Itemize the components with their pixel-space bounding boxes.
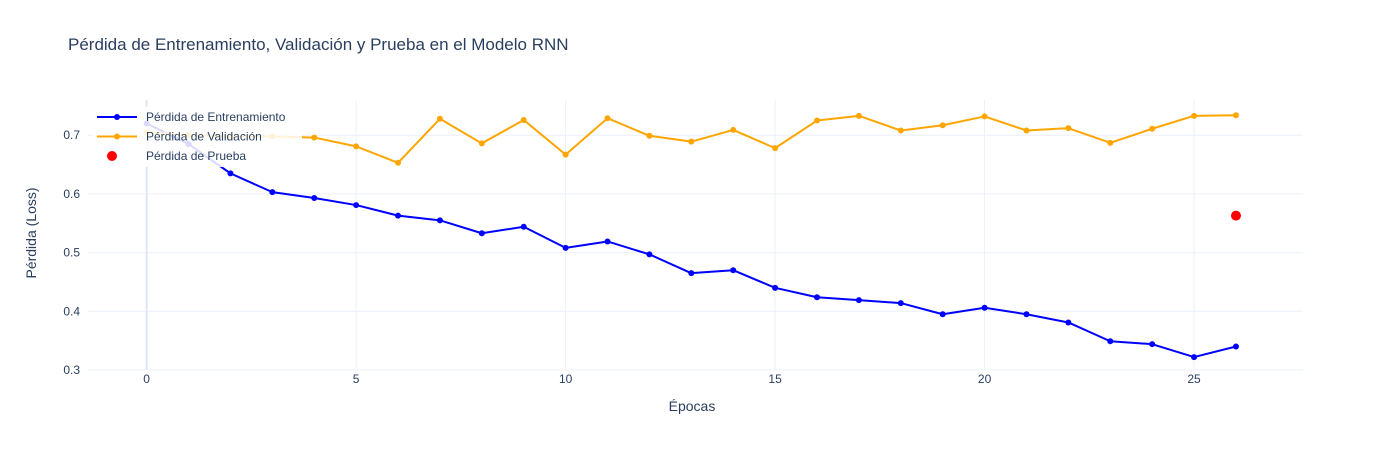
data-point <box>1065 125 1072 132</box>
data-point <box>730 267 737 274</box>
x-tick-label: 10 <box>559 372 573 386</box>
data-point <box>353 202 360 209</box>
data-point <box>981 304 988 311</box>
data-point <box>688 270 695 277</box>
x-tick-labels: 0 5 10 15 20 25 <box>143 372 1201 386</box>
legend-item[interactable]: Pérdida de Prueba <box>107 149 246 163</box>
data-point <box>772 284 779 291</box>
data-point <box>478 230 485 237</box>
x-tick-label: 0 <box>143 372 150 386</box>
data-point <box>855 297 862 304</box>
x-tick-label: 15 <box>768 372 782 386</box>
y-tick-label: 0.4 <box>63 304 80 318</box>
legend-marker <box>107 151 117 161</box>
x-tick-label: 25 <box>1187 372 1201 386</box>
legend[interactable]: Pérdida de Entrenamiento Pérdida de Valid… <box>92 107 302 167</box>
data-point <box>814 294 820 301</box>
x-tick-label: 5 <box>353 372 360 386</box>
data-point <box>436 115 443 122</box>
y-tick-label: 0.7 <box>63 128 80 142</box>
data-point <box>897 300 904 307</box>
y-axis-title: Pérdida (Loss) <box>23 187 39 278</box>
series-line <box>146 122 1237 359</box>
data-point <box>814 117 820 124</box>
data-point <box>1191 112 1198 119</box>
data-point <box>772 145 779 152</box>
data-point <box>646 251 653 258</box>
y-tick-labels: 0.3 0.4 0.5 0.6 0.7 <box>63 128 80 377</box>
data-point <box>1107 139 1114 146</box>
data-point <box>1023 311 1030 318</box>
data-point <box>1107 338 1114 345</box>
data-point <box>730 126 737 133</box>
data-point <box>688 138 695 145</box>
data-point <box>1065 319 1072 326</box>
legend-label: Pérdida de Entrenamiento <box>146 110 286 124</box>
data-point <box>311 134 318 141</box>
legend-item[interactable]: Pérdida de Entrenamiento <box>97 110 286 124</box>
data-point <box>939 122 946 129</box>
series-0 <box>143 120 1239 361</box>
series-1 <box>143 112 1239 166</box>
data-point <box>1149 341 1156 348</box>
y-tick-label: 0.5 <box>63 246 80 260</box>
data-point <box>227 170 234 177</box>
legend-marker <box>114 133 120 140</box>
data-point <box>1023 127 1030 134</box>
x-tick-label: 20 <box>978 372 992 386</box>
chart-title: Pérdida de Entrenamiento, Validación y P… <box>68 35 569 54</box>
data-point <box>939 311 946 318</box>
legend-item[interactable]: Pérdida de Validación <box>97 130 262 144</box>
data-point <box>436 217 443 224</box>
legend-marker <box>114 114 120 120</box>
data-point <box>1232 343 1239 350</box>
data-point <box>520 116 527 123</box>
data-point <box>604 115 611 122</box>
data-point <box>520 223 527 230</box>
data-point <box>395 159 402 166</box>
legend-label: Pérdida de Validación <box>146 130 262 144</box>
data-point <box>897 127 904 134</box>
data-point <box>478 140 485 147</box>
y-tick-label: 0.3 <box>63 363 80 377</box>
legend-label: Pérdida de Prueba <box>146 149 246 163</box>
data-point <box>646 132 653 139</box>
y-tick-label: 0.6 <box>63 187 80 201</box>
series-2 <box>1230 210 1241 221</box>
data-point <box>562 151 569 158</box>
data-point <box>395 212 402 219</box>
data-point <box>269 189 276 196</box>
data-point <box>311 195 318 202</box>
data-point <box>1149 125 1156 132</box>
data-point <box>1232 112 1239 119</box>
series-layer <box>143 112 1241 361</box>
x-axis-title: Épocas <box>669 398 716 414</box>
data-point <box>1191 354 1198 361</box>
data-point <box>981 113 988 120</box>
data-point <box>1230 210 1241 221</box>
data-point <box>562 244 569 251</box>
data-point <box>604 238 611 245</box>
data-point <box>855 112 862 119</box>
data-point <box>353 143 360 150</box>
